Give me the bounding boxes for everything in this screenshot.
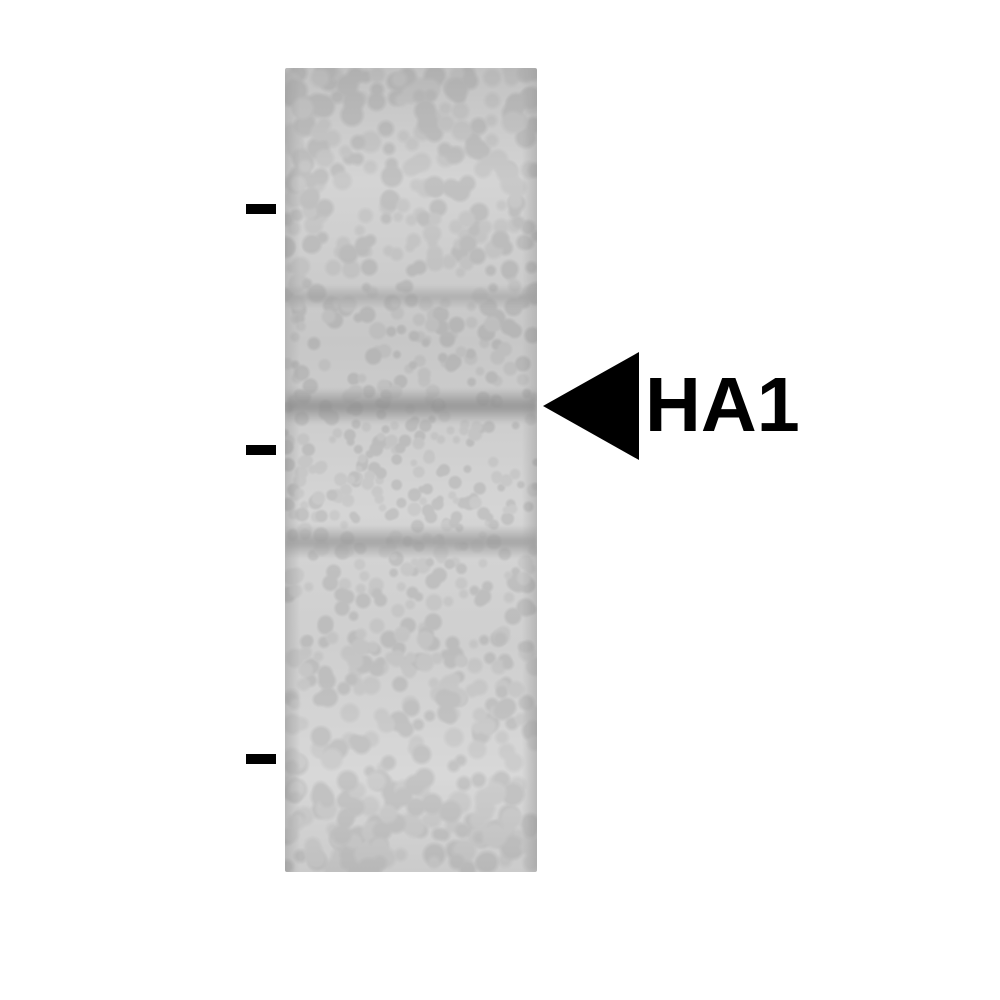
mw-tick-50	[246, 204, 276, 214]
western-blot-lane	[285, 68, 537, 872]
nonspecific-band-upper	[285, 285, 537, 309]
target-label: HA1	[645, 361, 800, 450]
lane-noise-overlay	[285, 68, 537, 872]
mw-tick-37	[246, 445, 276, 455]
target-arrow-icon	[543, 352, 639, 460]
nonspecific-band-lower	[285, 525, 537, 559]
target-band-ha1	[285, 388, 537, 424]
mw-tick-29	[246, 754, 276, 764]
figure-root: 503729 HA1	[0, 0, 1000, 1000]
